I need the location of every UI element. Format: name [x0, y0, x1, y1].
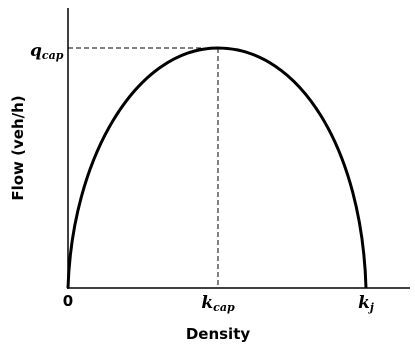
k-j-label: kj	[358, 293, 374, 314]
q-cap-main: q	[30, 41, 42, 61]
y-axis-label: Flow (veh/h)	[9, 95, 27, 200]
k-cap-sub: cap	[213, 301, 235, 314]
k-cap-main: k	[201, 293, 213, 313]
k-j-sub: j	[368, 301, 374, 314]
q-cap-sub: cap	[42, 49, 64, 62]
flow-curve	[66, 46, 368, 289]
x-axis-label: Density	[186, 325, 251, 343]
q-cap-label: qcap	[30, 41, 64, 62]
k-j-main: k	[358, 293, 370, 313]
origin-label: 0	[63, 292, 73, 310]
k-cap-label: kcap	[201, 293, 235, 314]
